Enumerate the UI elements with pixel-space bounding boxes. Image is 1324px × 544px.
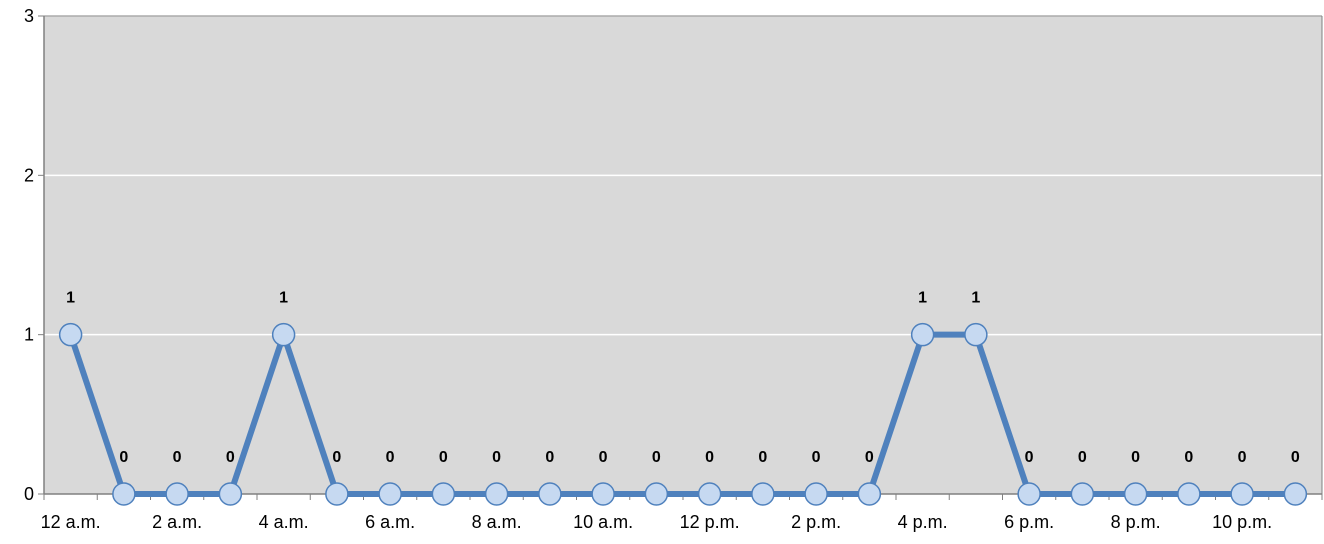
data-point bbox=[165, 482, 189, 506]
y-tick-label: 2 bbox=[24, 165, 34, 185]
data-label: 0 bbox=[1184, 449, 1193, 466]
data-label: 0 bbox=[386, 449, 395, 466]
x-tick-label: 4 p.m. bbox=[898, 512, 948, 532]
data-point bbox=[910, 322, 935, 347]
data-point bbox=[1283, 482, 1308, 506]
data-point bbox=[271, 322, 296, 347]
data-point bbox=[1070, 482, 1095, 506]
data-point bbox=[112, 482, 136, 506]
x-tick-label: 2 a.m. bbox=[152, 512, 202, 532]
data-label: 0 bbox=[492, 449, 501, 466]
data-label: 0 bbox=[1131, 449, 1140, 466]
data-labels: 1 0 0 0 1 0 0 0 0 0 0 0 0 0 0 0 1 1 0 0 0 0 0 0 bbox=[66, 290, 1300, 466]
data-label: 0 bbox=[599, 449, 608, 466]
plot-area bbox=[44, 16, 1322, 494]
data-point bbox=[218, 482, 243, 506]
x-tick-label: 10 a.m. bbox=[573, 512, 633, 532]
x-tick-label: 8 p.m. bbox=[1111, 512, 1161, 532]
data-point bbox=[591, 482, 615, 506]
x-tick-label: 2 p.m. bbox=[791, 512, 841, 532]
data-point bbox=[325, 482, 349, 506]
data-point bbox=[1177, 482, 1201, 506]
data-label: 0 bbox=[545, 449, 554, 466]
data-point bbox=[751, 482, 775, 506]
data-label: 0 bbox=[812, 449, 821, 466]
data-label: 0 bbox=[1238, 449, 1247, 466]
data-label: 0 bbox=[1078, 449, 1087, 466]
data-point bbox=[538, 482, 562, 506]
data-label: 1 bbox=[279, 290, 288, 307]
x-tick-label: 10 p.m. bbox=[1212, 512, 1272, 532]
x-tick-label: 6 a.m. bbox=[365, 512, 415, 532]
data-label: 0 bbox=[439, 449, 448, 466]
x-tick-label: 12 a.m. bbox=[41, 512, 101, 532]
data-point bbox=[804, 482, 828, 506]
x-tick-label: 6 p.m. bbox=[1004, 512, 1054, 532]
data-label: 0 bbox=[1025, 449, 1034, 466]
data-label: 0 bbox=[119, 449, 128, 466]
data-markers bbox=[58, 322, 1308, 506]
data-point bbox=[697, 482, 722, 506]
data-label: 0 bbox=[652, 449, 661, 466]
data-label: 0 bbox=[705, 449, 714, 466]
plot-background bbox=[44, 16, 1322, 494]
data-label: 0 bbox=[1291, 449, 1300, 466]
data-point bbox=[857, 482, 882, 506]
data-point bbox=[378, 482, 402, 506]
x-tick-label: 4 a.m. bbox=[259, 512, 309, 532]
data-point bbox=[644, 482, 669, 506]
data-label: 1 bbox=[918, 290, 927, 307]
data-label: 1 bbox=[971, 290, 980, 307]
y-tick-label: 3 bbox=[24, 6, 34, 26]
data-label: 0 bbox=[865, 449, 874, 466]
data-point bbox=[484, 482, 509, 506]
data-label: 0 bbox=[758, 449, 767, 466]
data-label: 1 bbox=[66, 290, 75, 307]
data-point bbox=[1123, 482, 1148, 506]
data-point bbox=[964, 322, 988, 347]
data-point bbox=[1230, 482, 1254, 506]
x-tick-label: 12 p.m. bbox=[680, 512, 740, 532]
data-point bbox=[431, 482, 456, 506]
data-label: 0 bbox=[226, 449, 235, 466]
data-point bbox=[1017, 482, 1041, 506]
data-label: 0 bbox=[173, 449, 182, 466]
y-tick-label: 1 bbox=[24, 325, 34, 345]
data-label: 0 bbox=[332, 449, 341, 466]
data-point bbox=[58, 322, 83, 347]
y-tick-label: 0 bbox=[24, 484, 34, 504]
x-tick-label: 8 a.m. bbox=[472, 512, 522, 532]
